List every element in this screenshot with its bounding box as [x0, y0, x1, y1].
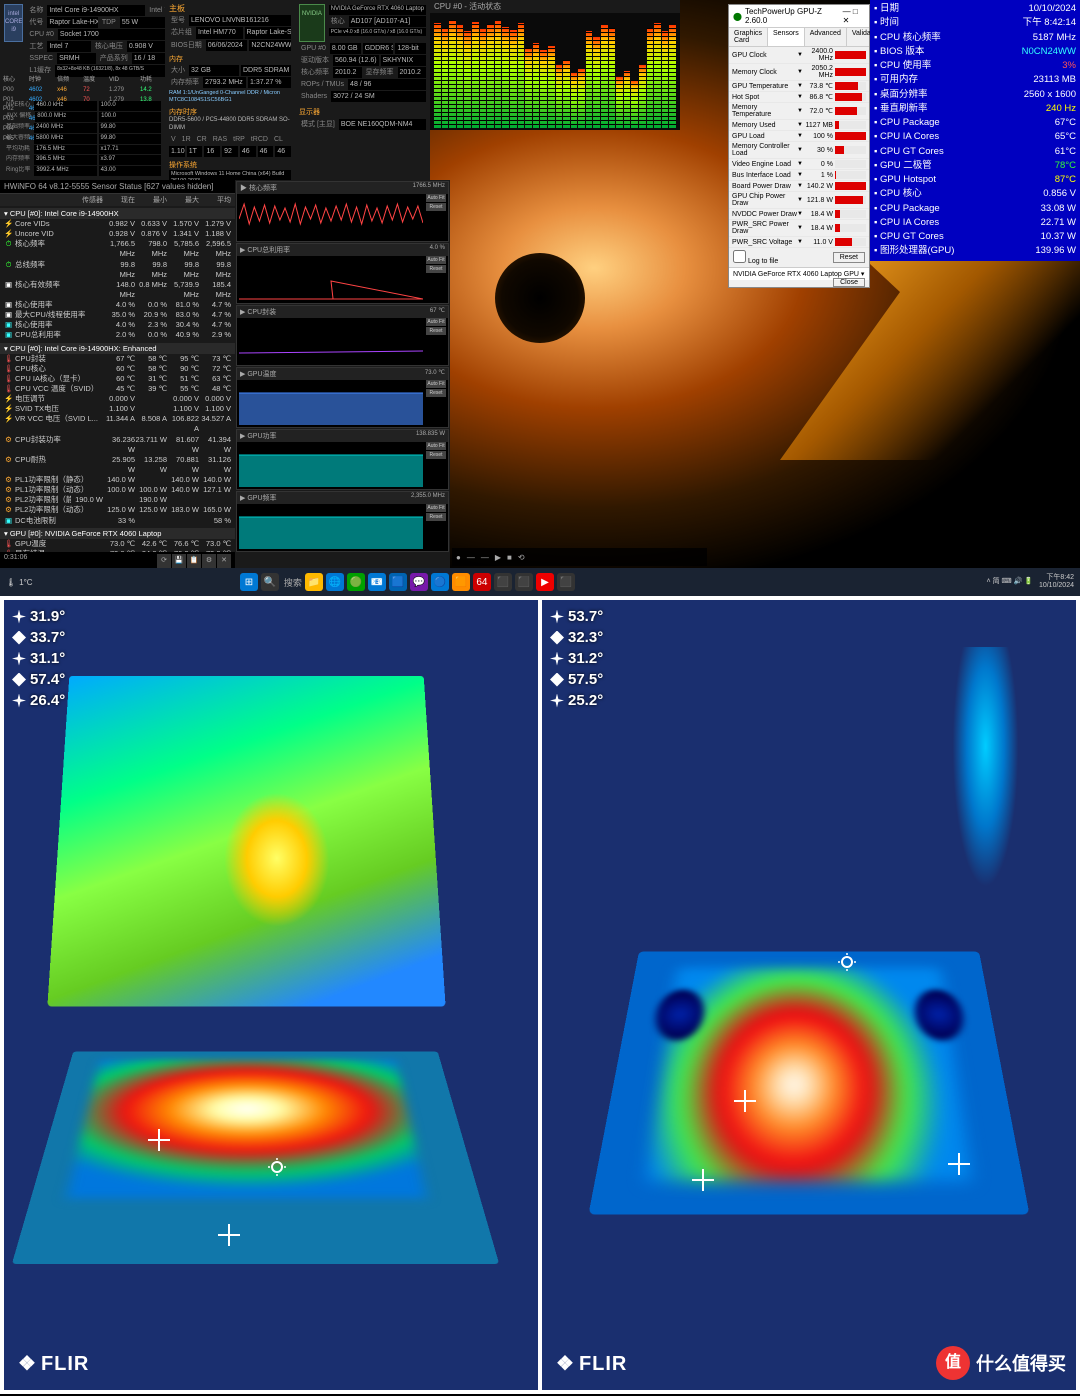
mobo-panel: 主板 型号LENOVO LNVNB161216 芯片组Intel HM770Ra… — [165, 0, 295, 180]
gpuz-tab[interactable]: Graphics Card — [729, 28, 768, 46]
gpuz-titlebar[interactable]: ⬤TechPowerUp GPU-Z 2.60.0— □ ✕ — [729, 5, 869, 28]
gpuz-model[interactable]: NVIDIA GeForce RTX 4060 Laptop GPU ▾ Clo… — [729, 267, 869, 280]
smzdm-watermark: 值 什么值得买 — [936, 1346, 1066, 1380]
smzdm-badge-icon: 值 — [936, 1346, 970, 1380]
taskbar-app-icon[interactable]: 🔵 — [431, 573, 449, 591]
gpuz-tabs[interactable]: Graphics CardSensorsAdvancedValidation — [729, 28, 869, 47]
cpuz-panel: intel CORE i9 名称Intel Core i9-14900HXInt… — [0, 0, 165, 180]
taskbar-app-icon[interactable]: 🟧 — [452, 573, 470, 591]
desktop-screenshot: intel CORE i9 名称Intel Core i9-14900HXInt… — [0, 0, 1080, 596]
hwinfo-title: HWiNFO 64 v8.12-5555 Sensor Status [627 … — [0, 180, 235, 194]
afterburner-graphs: ▶ 核心频率1766.5 MHz Auto FitReset ▶ CPU总利用率… — [235, 180, 450, 570]
windows-taskbar[interactable]: 🌡 1°C ⊞🔍搜索📁🌐🟢📧🟦💬🔵🟧64⬛⬛▶⬛ ˄ 简 ⌨ 🔊 🔋 下午8:4… — [0, 568, 1080, 596]
thermal-row: 31.9°33.7°31.1°57.4°26.4° FLIR 53.7°32.3… — [0, 596, 1080, 1394]
taskbar-clock[interactable]: 下午8:4210/10/2024 — [1039, 574, 1074, 591]
taskbar-app-icon[interactable]: ⊞ — [240, 573, 258, 591]
gpuz-tab[interactable]: Advanced — [805, 28, 847, 46]
taskbar-app-icon[interactable]: 💬 — [410, 573, 428, 591]
taskbar-app-icon[interactable]: 64 — [473, 573, 491, 591]
taskbar-app-icon[interactable]: 📧 — [368, 573, 386, 591]
hwinfo-toolbar[interactable]: ⟳💾📋⚙✕ — [156, 554, 231, 568]
taskbar-app-icon[interactable]: ⬛ — [515, 573, 533, 591]
taskbar-weather[interactable]: 🌡 1°C — [6, 578, 33, 587]
hwinfo-elapsed: 0:31:06 — [4, 554, 27, 568]
fps-overlay[interactable]: ●——▶■⟲ — [452, 548, 707, 566]
thermal-left: 31.9°33.7°31.1°57.4°26.4° FLIR — [4, 600, 538, 1390]
taskbar-app-icon[interactable]: ⬛ — [557, 573, 575, 591]
cpu-name: Intel Core i9-14900HX — [47, 5, 145, 16]
gpuz-window[interactable]: ⬤TechPowerUp GPU-Z 2.60.0— □ ✕ Graphics … — [728, 4, 870, 288]
desktop-info-overlay: ▪ 日期10/10/2024▪ 时间下午 8:42:14▪ CPU 核心频率51… — [870, 0, 1080, 261]
nvidia-chip-icon: NVIDIA — [299, 4, 325, 42]
taskbar-app-icon[interactable]: 📁 — [305, 573, 323, 591]
flir-logo: FLIR — [18, 1351, 89, 1376]
gpuz-close-btn[interactable]: Close — [833, 278, 865, 287]
taskbar-app-icon[interactable]: 🟢 — [347, 573, 365, 591]
taskbar-app-icon[interactable]: 🔍 — [261, 573, 279, 591]
gpu-info-panel: NVIDIA NVIDIA GeForce RTX 4060 Laptop 核心… — [295, 0, 430, 180]
taskbar-tray[interactable]: ˄ 简 ⌨ 🔊 🔋 — [987, 578, 1033, 586]
thermal-right: 53.7°32.3°31.2°57.5°25.2° FLIR 值 什么值得买 — [542, 600, 1076, 1390]
gpuz-reset-btn[interactable]: Reset — [833, 252, 865, 263]
taskbar-app-icon[interactable]: ⬛ — [494, 573, 512, 591]
cpu-activity-bars — [430, 0, 680, 130]
gpuz-tab[interactable]: Sensors — [768, 28, 805, 46]
flir-logo: FLIR — [556, 1351, 627, 1376]
taskbar-app-icon[interactable]: 🟦 — [389, 573, 407, 591]
gpuz-log-check[interactable]: Log to file — [733, 250, 778, 265]
taskbar-app-icon[interactable]: 🌐 — [326, 573, 344, 591]
hwinfo-panel[interactable]: HWiNFO 64 v8.12-5555 Sensor Status [627 … — [0, 180, 235, 570]
taskbar-app-icon[interactable]: ▶ — [536, 573, 554, 591]
intel-chip-icon: intel CORE i9 — [4, 4, 23, 42]
